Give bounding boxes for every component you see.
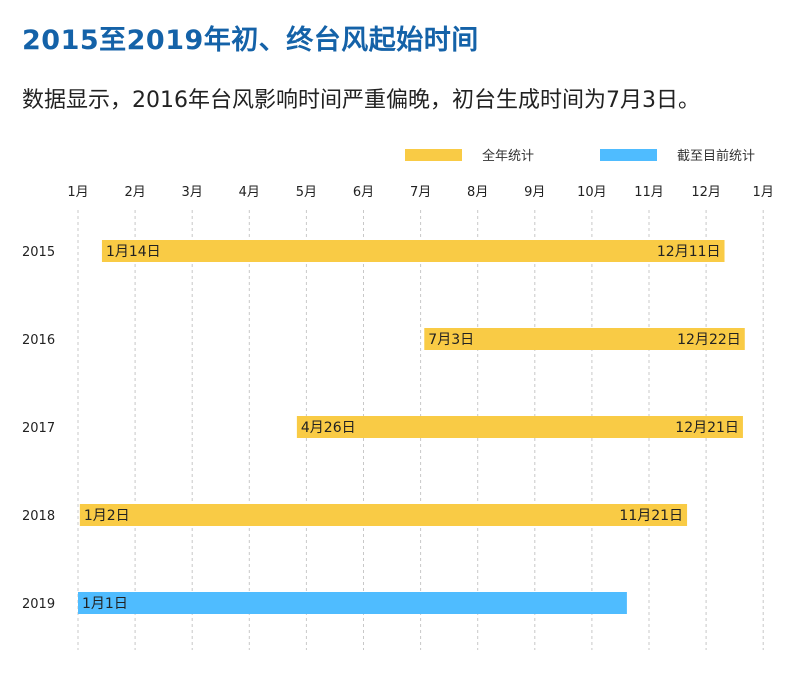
bar-start-label: 7月3日 bbox=[428, 332, 474, 348]
year-label: 2016 bbox=[22, 333, 55, 348]
x-tick-label: 6月 bbox=[353, 185, 374, 200]
x-tick-label: 3月 bbox=[182, 185, 203, 200]
x-tick-label: 5月 bbox=[296, 185, 317, 200]
x-tick-label: 9月 bbox=[524, 185, 545, 200]
bar-start-label: 1月1日 bbox=[82, 596, 128, 612]
x-tick-label: 1月 bbox=[67, 185, 88, 200]
gantt-bar bbox=[296, 416, 743, 438]
legend-swatch bbox=[600, 148, 657, 161]
year-label: 2018 bbox=[22, 509, 55, 524]
x-tick-label: 1月 bbox=[753, 185, 774, 200]
gantt-bar bbox=[101, 240, 725, 262]
legend-swatch bbox=[405, 148, 462, 161]
x-tick-label: 2月 bbox=[124, 185, 145, 200]
x-tick-label: 7月 bbox=[410, 185, 431, 200]
x-tick-label: 4月 bbox=[239, 185, 260, 200]
bar-end-label: 11月21日 bbox=[619, 508, 683, 524]
x-tick-label: 12月 bbox=[691, 185, 721, 200]
year-label: 2019 bbox=[22, 597, 55, 612]
bar-start-label: 4月26日 bbox=[301, 420, 356, 436]
gantt-bar bbox=[79, 504, 688, 526]
gantt-bar bbox=[424, 328, 745, 350]
gantt-bar bbox=[78, 592, 627, 614]
chart-title: 2015至2019年初、终台风起始时间 bbox=[22, 25, 479, 56]
year-label: 2017 bbox=[22, 421, 55, 436]
x-tick-label: 10月 bbox=[577, 185, 607, 200]
bar-start-label: 1月14日 bbox=[106, 244, 161, 260]
bar-end-label: 12月22日 bbox=[677, 332, 741, 348]
bar-start-label: 1月2日 bbox=[84, 508, 130, 524]
year-label: 2015 bbox=[22, 245, 55, 260]
legend-item-full-year: 全年统计 bbox=[405, 145, 534, 164]
bar-end-label: 12月21日 bbox=[675, 420, 739, 436]
chart-subtitle: 数据显示，2016年台风影响时间严重偏晚，初台生成时间为7月3日。 bbox=[22, 88, 700, 113]
legend-item-to-date: 截至目前统计 bbox=[600, 145, 755, 164]
legend-label: 全年统计 bbox=[482, 149, 535, 164]
bar-end-label: 12月11日 bbox=[657, 244, 721, 260]
legend-label: 截至目前统计 bbox=[677, 149, 756, 164]
x-tick-label: 11月 bbox=[634, 185, 664, 200]
x-tick-label: 8月 bbox=[467, 185, 488, 200]
